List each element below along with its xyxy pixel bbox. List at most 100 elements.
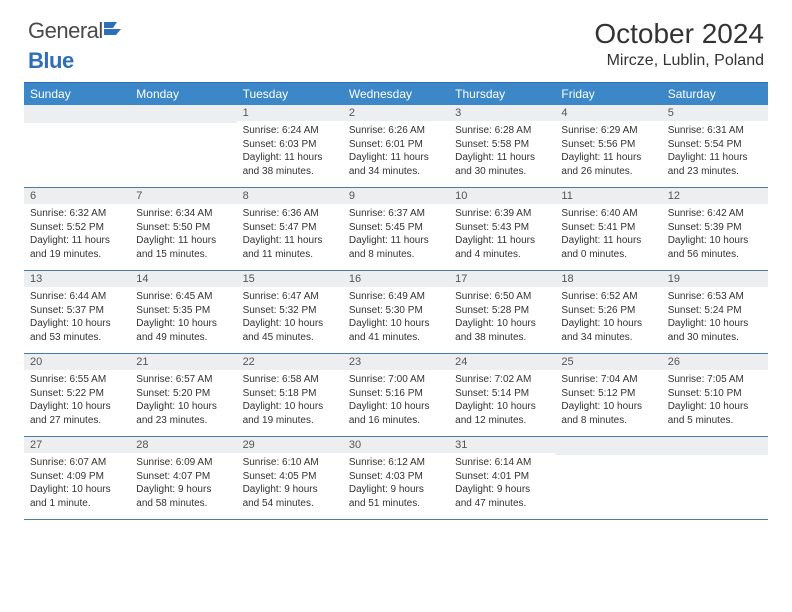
daylight-text: Daylight: 10 hours and 30 minutes. — [668, 317, 762, 344]
sunrise-text: Sunrise: 6:34 AM — [136, 207, 230, 221]
day-number: 8 — [237, 188, 343, 204]
sunrise-text: Sunrise: 6:29 AM — [561, 124, 655, 138]
empty-cell — [130, 105, 236, 187]
calendar: SundayMondayTuesdayWednesdayThursdayFrid… — [24, 82, 768, 520]
sunset-text: Sunset: 5:22 PM — [30, 387, 124, 401]
day-cell: 28Sunrise: 6:09 AMSunset: 4:07 PMDayligh… — [130, 437, 236, 519]
sunrise-text: Sunrise: 7:05 AM — [668, 373, 762, 387]
day-body: Sunrise: 7:00 AMSunset: 5:16 PMDaylight:… — [343, 370, 449, 431]
weekday-wednesday: Wednesday — [343, 83, 449, 105]
day-number — [555, 437, 661, 455]
sunrise-text: Sunrise: 7:04 AM — [561, 373, 655, 387]
empty-cell — [555, 437, 661, 519]
daylight-text: Daylight: 10 hours and 45 minutes. — [243, 317, 337, 344]
daylight-text: Daylight: 10 hours and 8 minutes. — [561, 400, 655, 427]
sunset-text: Sunset: 5:14 PM — [455, 387, 549, 401]
sunrise-text: Sunrise: 7:00 AM — [349, 373, 443, 387]
day-number: 16 — [343, 271, 449, 287]
day-body: Sunrise: 6:50 AMSunset: 5:28 PMDaylight:… — [449, 287, 555, 348]
day-number: 6 — [24, 188, 130, 204]
day-body: Sunrise: 6:42 AMSunset: 5:39 PMDaylight:… — [662, 204, 768, 265]
sunset-text: Sunset: 5:10 PM — [668, 387, 762, 401]
day-number — [24, 105, 130, 123]
title-block: October 2024 Mircze, Lublin, Poland — [594, 18, 764, 70]
day-body: Sunrise: 6:45 AMSunset: 5:35 PMDaylight:… — [130, 287, 236, 348]
daylight-text: Daylight: 10 hours and 12 minutes. — [455, 400, 549, 427]
weekday-sunday: Sunday — [24, 83, 130, 105]
sunset-text: Sunset: 5:35 PM — [136, 304, 230, 318]
logo: General — [28, 18, 127, 44]
day-number: 10 — [449, 188, 555, 204]
sunrise-text: Sunrise: 6:53 AM — [668, 290, 762, 304]
sunrise-text: Sunrise: 6:55 AM — [30, 373, 124, 387]
empty-cell — [24, 105, 130, 187]
weekday-monday: Monday — [130, 83, 236, 105]
sunset-text: Sunset: 5:16 PM — [349, 387, 443, 401]
sunrise-text: Sunrise: 6:12 AM — [349, 456, 443, 470]
daylight-text: Daylight: 10 hours and 23 minutes. — [136, 400, 230, 427]
day-number: 22 — [237, 354, 343, 370]
day-cell: 3Sunrise: 6:28 AMSunset: 5:58 PMDaylight… — [449, 105, 555, 187]
day-number: 7 — [130, 188, 236, 204]
day-cell: 9Sunrise: 6:37 AMSunset: 5:45 PMDaylight… — [343, 188, 449, 270]
day-body — [24, 123, 130, 183]
day-cell: 19Sunrise: 6:53 AMSunset: 5:24 PMDayligh… — [662, 271, 768, 353]
day-body: Sunrise: 6:58 AMSunset: 5:18 PMDaylight:… — [237, 370, 343, 431]
day-cell: 20 Sunrise: 6:55 AMSunset: 5:22 PMDayligh… — [24, 354, 130, 436]
day-cell: 13Sunrise: 6:44 AMSunset: 5:37 PMDayligh… — [24, 271, 130, 353]
day-number: 20 — [24, 354, 130, 370]
day-body: Sunrise: 6:47 AMSunset: 5:32 PMDaylight:… — [237, 287, 343, 348]
day-body: Sunrise: 6:44 AMSunset: 5:37 PMDaylight:… — [24, 287, 130, 348]
day-cell: 5Sunrise: 6:31 AMSunset: 5:54 PMDaylight… — [662, 105, 768, 187]
logo-text-general: General — [28, 18, 103, 44]
day-cell: 4Sunrise: 6:29 AMSunset: 5:56 PMDaylight… — [555, 105, 661, 187]
day-cell: 14Sunrise: 6:45 AMSunset: 5:35 PMDayligh… — [130, 271, 236, 353]
sunrise-text: Sunrise: 6:36 AM — [243, 207, 337, 221]
weekday-saturday: Saturday — [662, 83, 768, 105]
daylight-text: Daylight: 10 hours and 27 minutes. — [30, 400, 124, 427]
sunset-text: Sunset: 5:43 PM — [455, 221, 549, 235]
daylight-text: Daylight: 10 hours and 1 minute. — [30, 483, 124, 510]
day-cell: 15Sunrise: 6:47 AMSunset: 5:32 PMDayligh… — [237, 271, 343, 353]
day-number: 11 — [555, 188, 661, 204]
day-number: 9 — [343, 188, 449, 204]
day-body: Sunrise: 6:14 AMSunset: 4:01 PMDaylight:… — [449, 453, 555, 514]
day-cell: 16Sunrise: 6:49 AMSunset: 5:30 PMDayligh… — [343, 271, 449, 353]
sunrise-text: Sunrise: 6:44 AM — [30, 290, 124, 304]
day-cell: 24Sunrise: 7:02 AMSunset: 5:14 PMDayligh… — [449, 354, 555, 436]
sunset-text: Sunset: 6:03 PM — [243, 138, 337, 152]
day-cell: 18Sunrise: 6:52 AMSunset: 5:26 PMDayligh… — [555, 271, 661, 353]
day-body: Sunrise: 7:04 AMSunset: 5:12 PMDaylight:… — [555, 370, 661, 431]
day-cell: 22Sunrise: 6:58 AMSunset: 5:18 PMDayligh… — [237, 354, 343, 436]
day-body: Sunrise: 7:05 AMSunset: 5:10 PMDaylight:… — [662, 370, 768, 431]
day-number: 28 — [130, 437, 236, 453]
day-number: 5 — [662, 105, 768, 121]
day-number: 19 — [662, 271, 768, 287]
week-row: 27Sunrise: 6:07 AMSunset: 4:09 PMDayligh… — [24, 437, 768, 520]
sunset-text: Sunset: 5:45 PM — [349, 221, 443, 235]
day-cell: 1Sunrise: 6:24 AMSunset: 6:03 PMDaylight… — [237, 105, 343, 187]
day-number: 25 — [555, 354, 661, 370]
day-body: Sunrise: 6:32 AMSunset: 5:52 PMDaylight:… — [24, 204, 130, 265]
weekday-thursday: Thursday — [449, 83, 555, 105]
day-body: Sunrise: 6:53 AMSunset: 5:24 PMDaylight:… — [662, 287, 768, 348]
day-body: Sunrise: 6:40 AMSunset: 5:41 PMDaylight:… — [555, 204, 661, 265]
day-cell: 21Sunrise: 6:57 AMSunset: 5:20 PMDayligh… — [130, 354, 236, 436]
day-number: 21 — [130, 354, 236, 370]
day-number: 17 — [449, 271, 555, 287]
header: General October 2024 Mircze, Lublin, Pol… — [0, 0, 792, 74]
day-body: Sunrise: 6:57 AMSunset: 5:20 PMDaylight:… — [130, 370, 236, 431]
day-body: Sunrise: 6:36 AMSunset: 5:47 PMDaylight:… — [237, 204, 343, 265]
day-cell: 31Sunrise: 6:14 AMSunset: 4:01 PMDayligh… — [449, 437, 555, 519]
sunrise-text: Sunrise: 6:26 AM — [349, 124, 443, 138]
sunrise-text: Sunrise: 6:10 AM — [243, 456, 337, 470]
day-body — [662, 455, 768, 515]
sunset-text: Sunset: 5:47 PM — [243, 221, 337, 235]
logo-text-blue: Blue — [28, 48, 74, 73]
daylight-text: Daylight: 10 hours and 49 minutes. — [136, 317, 230, 344]
sunset-text: Sunset: 5:24 PM — [668, 304, 762, 318]
daylight-text: Daylight: 11 hours and 4 minutes. — [455, 234, 549, 261]
sunrise-text: Sunrise: 6:31 AM — [668, 124, 762, 138]
day-number: 4 — [555, 105, 661, 121]
day-cell: 29Sunrise: 6:10 AMSunset: 4:05 PMDayligh… — [237, 437, 343, 519]
